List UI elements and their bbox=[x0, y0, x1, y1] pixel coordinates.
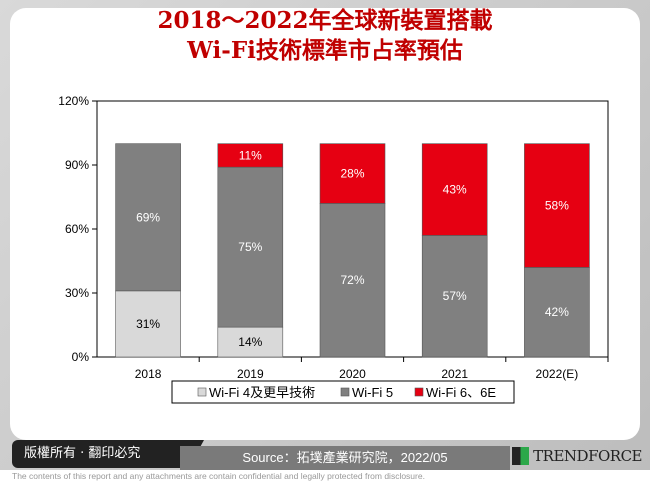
legend-swatch bbox=[414, 387, 424, 397]
bar-segment bbox=[217, 166, 284, 328]
bar-segment bbox=[319, 203, 386, 358]
legend-label: Wi-Fi 6、6E bbox=[426, 385, 496, 400]
data-label: 43% bbox=[443, 183, 467, 197]
data-label: 31% bbox=[136, 317, 160, 331]
y-tick-label: 60% bbox=[65, 222, 89, 236]
bar-segment bbox=[217, 143, 284, 168]
y-tick-label: 90% bbox=[65, 158, 89, 172]
disclaimer: The contents of this report and any atta… bbox=[12, 471, 425, 481]
x-tick-label: 2022(E) bbox=[536, 367, 579, 381]
bar-segment bbox=[524, 267, 590, 358]
x-tick-label: 2019 bbox=[237, 367, 264, 381]
y-tick-label: 120% bbox=[58, 94, 89, 108]
data-label: 42% bbox=[545, 305, 569, 319]
data-label: 75% bbox=[238, 240, 262, 254]
source-text: Source：拓墣產業研究院，2022/05 bbox=[180, 446, 510, 470]
legend-label: Wi-Fi 4及更早技術 bbox=[209, 385, 315, 400]
bar-segment bbox=[319, 143, 386, 204]
bar-segment bbox=[217, 326, 284, 358]
data-label: 57% bbox=[443, 289, 467, 303]
y-tick-label: 30% bbox=[65, 286, 89, 300]
data-label: 69% bbox=[136, 210, 160, 224]
bar-segment bbox=[115, 290, 181, 358]
data-label: 72% bbox=[340, 273, 364, 287]
legend-swatch bbox=[340, 387, 350, 397]
bar-segment bbox=[115, 143, 181, 292]
x-tick-label: 2021 bbox=[441, 367, 468, 381]
trendforce-logo: TRENDFORCE bbox=[512, 442, 642, 470]
bar-segment bbox=[421, 235, 488, 358]
title-line-1: 2018～2022年全球新裝置搭載 bbox=[157, 7, 493, 34]
x-tick-label: 2020 bbox=[339, 367, 366, 381]
data-label: 11% bbox=[239, 148, 262, 162]
data-label: 58% bbox=[545, 199, 569, 213]
legend-label: Wi-Fi 5 bbox=[352, 385, 393, 400]
stacked-bar-chart: 0% 30% 60% 90% 120% 31% 69% 2018 14% 75% 11% 2019 72… bbox=[58, 94, 609, 404]
bar-segment bbox=[421, 143, 488, 236]
data-label: 14% bbox=[238, 335, 262, 349]
copyright-banner: 版權所有 · 翻印必究 bbox=[12, 440, 204, 468]
title-line-2: Wi-Fi技術標準市占率預估 bbox=[187, 37, 463, 64]
logo-mark-icon bbox=[512, 447, 530, 465]
chart-title: 2018～2022年全球新裝置搭載 Wi-Fi技術標準市占率預估 bbox=[0, 6, 650, 66]
x-tick-label: 2018 bbox=[135, 367, 162, 381]
logo-text: TRENDFORCE bbox=[533, 447, 642, 465]
legend-swatch bbox=[197, 387, 207, 397]
data-label: 28% bbox=[340, 167, 364, 181]
y-tick-label: 0% bbox=[72, 350, 90, 364]
bar-segment bbox=[524, 143, 590, 268]
